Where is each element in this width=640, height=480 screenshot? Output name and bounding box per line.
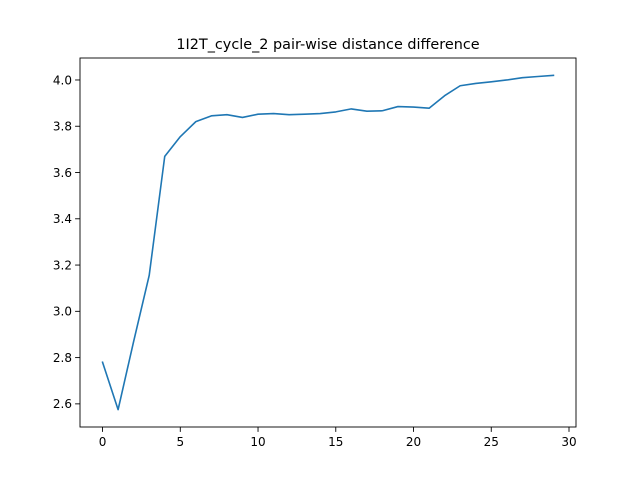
x-tick-label: 25 [484, 435, 499, 449]
y-tick-label: 3.6 [53, 166, 72, 180]
plot-frame [79, 57, 577, 428]
y-tick-label: 2.6 [53, 397, 72, 411]
y-tick-label: 3.4 [53, 212, 72, 226]
x-axis: 0 5 10 15 20 25 30 [99, 427, 577, 449]
y-tick-label: 3.2 [53, 258, 72, 272]
y-tick-label: 3.8 [53, 120, 72, 134]
x-tick-label: 30 [561, 435, 576, 449]
series-line-0 [101, 74, 555, 411]
y-axis: 2.6 2.8 3.0 3.2 3.4 3.6 3.8 4.0 [53, 73, 80, 411]
x-tick-label: 15 [328, 435, 343, 449]
chart-title: 1I2T_cycle_2 pair-wise distance differen… [176, 37, 479, 53]
y-tick-label: 4.0 [53, 73, 72, 87]
x-tick-label: 20 [406, 435, 421, 449]
series-layer [101, 74, 555, 411]
x-tick-label: 10 [250, 435, 265, 449]
x-tick-label: 0 [99, 435, 107, 449]
x-tick-label: 5 [176, 435, 184, 449]
y-tick-label: 3.0 [53, 305, 72, 319]
y-tick-label: 2.8 [53, 351, 72, 365]
